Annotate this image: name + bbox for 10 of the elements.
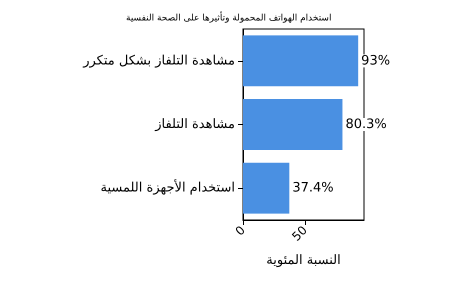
y-tick-label: استخدام الأجهزة اللمسية bbox=[100, 178, 235, 196]
data-label: 93% bbox=[361, 53, 390, 68]
y-tick-label: مشاهدة التلفاز bbox=[154, 117, 235, 132]
chart-title: استخدام الهواتف المحمولة وتأثيرها على الصحة النفسية bbox=[126, 10, 332, 24]
data-label: 37.4% bbox=[292, 180, 334, 196]
y-tick-label: مشاهدة التلفاز بشكل متكرر bbox=[82, 53, 235, 68]
data-label: 80.3% bbox=[345, 117, 387, 132]
x-tick-label: 0 bbox=[232, 223, 248, 238]
x-tick-label: 50 bbox=[289, 223, 310, 244]
x-axis-title: النسبة المئوية bbox=[266, 253, 341, 268]
